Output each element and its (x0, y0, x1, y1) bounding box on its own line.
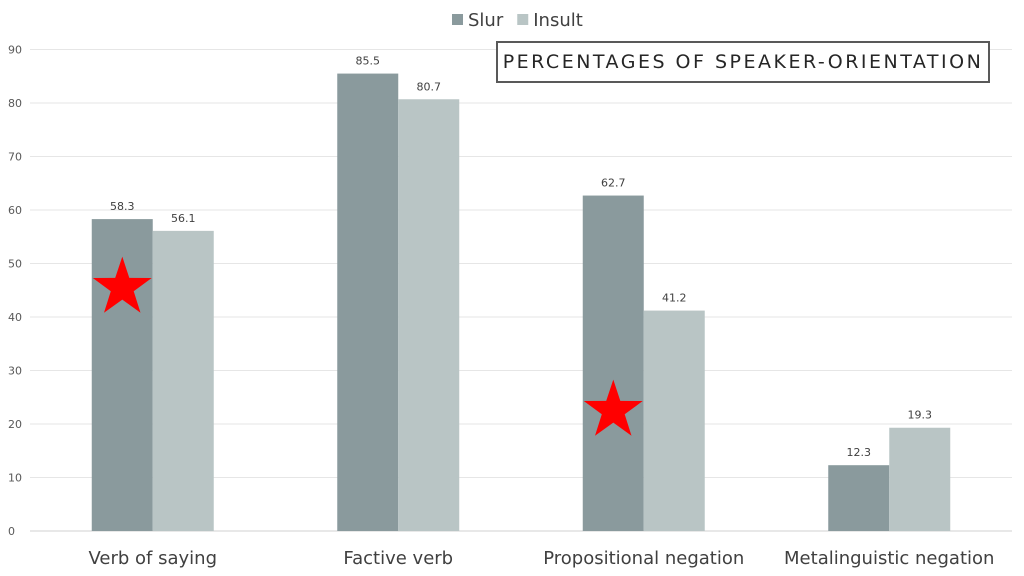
y-tick-label: 60 (8, 204, 22, 217)
legend-swatch-insult (517, 14, 529, 25)
legend: Slur Insult (452, 10, 583, 31)
data-labels: 58.3 56.1 85.5 80.7 62.7 41.2 12.3 19.3 (110, 55, 932, 460)
y-tick-label: 10 (8, 472, 22, 485)
bar-slur (582, 195, 644, 531)
y-axis-ticks: 0 10 20 30 40 50 60 70 80 90 (8, 44, 22, 539)
category-label: Factive verb (343, 548, 453, 569)
category-label: Propositional negation (543, 548, 744, 569)
bars (91, 73, 951, 532)
legend-label: Insult (533, 10, 583, 31)
legend-label: Slur (468, 10, 504, 31)
y-tick-label: 80 (8, 97, 22, 110)
data-label: 58.3 (110, 200, 135, 213)
category-label: Verb of saying (88, 548, 217, 569)
y-tick-label: 20 (8, 418, 22, 431)
star-annotation (583, 379, 643, 436)
category-label: Metalinguistic negation (784, 548, 994, 569)
bar-slur (337, 73, 399, 531)
bar-slur (828, 465, 890, 531)
data-label: 12.3 (847, 446, 872, 459)
legend-swatch-slur (452, 14, 463, 25)
chart-title: PERCENTAGES OF SPEAKER-ORIENTATION (496, 41, 990, 83)
bar-insult (152, 230, 214, 532)
data-label: 41.2 (662, 292, 687, 305)
data-label: 62.7 (601, 177, 626, 190)
bar-insult (398, 99, 460, 531)
y-tick-label: 50 (8, 258, 22, 271)
data-label: 80.7 (417, 80, 442, 93)
y-tick-label: 0 (8, 525, 15, 538)
data-label: 56.1 (171, 212, 196, 225)
y-tick-label: 90 (8, 44, 22, 57)
y-tick-label: 70 (8, 151, 22, 164)
bar-insult (889, 427, 951, 531)
annotations (92, 256, 643, 436)
y-tick-label: 40 (8, 311, 22, 324)
category-labels: Verb of saying Factive verb Propositional … (88, 548, 994, 569)
bar-insult (643, 310, 705, 531)
star-annotation (92, 256, 152, 313)
data-label: 85.5 (356, 55, 381, 68)
y-tick-label: 30 (8, 365, 22, 378)
data-label: 19.3 (908, 409, 933, 422)
